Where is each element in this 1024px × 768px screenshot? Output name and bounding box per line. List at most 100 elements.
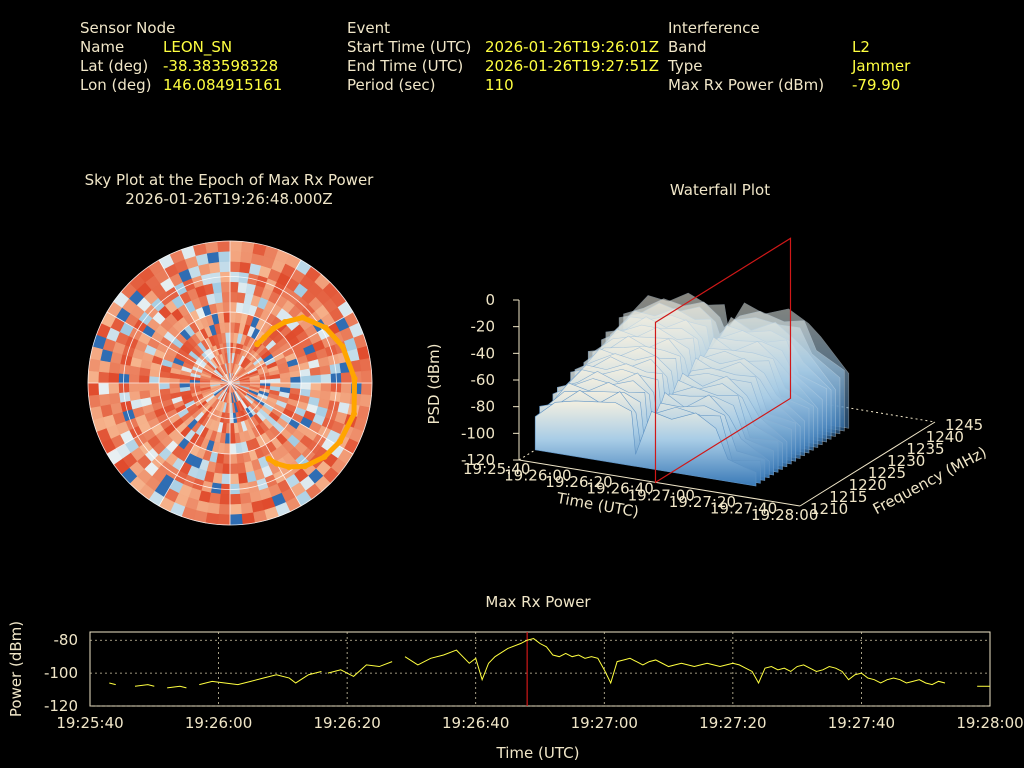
sky-cell xyxy=(340,382,353,394)
waterfall-plot-title: Waterfall Plot xyxy=(669,181,771,199)
power-series-line xyxy=(167,685,187,689)
sky-cell xyxy=(204,512,219,525)
waterfall-surface xyxy=(534,292,850,487)
waterfall-y-tick-label: 1220 xyxy=(849,476,887,494)
sky-cell xyxy=(359,394,372,409)
waterfall-y-tick-label: 1230 xyxy=(887,452,925,470)
power-series-line xyxy=(404,638,946,686)
power-series-line xyxy=(199,670,322,686)
sky-track-point xyxy=(261,334,268,341)
event-heading: Event xyxy=(347,19,390,37)
power-series-line xyxy=(134,684,155,687)
power-y-axis-label: Power (dBm) xyxy=(7,621,25,717)
waterfall-epoch-plane xyxy=(654,237,792,484)
sky-cell xyxy=(300,375,312,384)
sky-cell xyxy=(222,453,231,465)
waterfall-y-tick-label: 1245 xyxy=(945,416,983,434)
sky-plot-title: Sky Plot at the Epoch of Max Rx Power xyxy=(84,171,374,189)
sky-cell xyxy=(229,291,239,303)
interference-maxpower-label: Max Rx Power (dBm) xyxy=(668,76,825,94)
sky-spoke xyxy=(106,311,231,384)
sky-cell xyxy=(290,376,302,384)
sensor-lat-label: Lat (deg) xyxy=(80,57,149,75)
sky-cell xyxy=(217,514,231,526)
sky-spoke xyxy=(229,382,302,507)
sky-cell xyxy=(361,370,373,384)
sky-cell xyxy=(300,382,312,391)
sky-cell xyxy=(310,382,322,392)
sky-cell xyxy=(229,250,242,263)
sky-cell xyxy=(213,291,224,304)
waterfall-time-axis xyxy=(518,459,801,507)
sky-cell xyxy=(178,382,190,388)
sky-cell xyxy=(240,502,254,515)
sky-cell xyxy=(148,382,160,391)
sky-cell xyxy=(88,357,101,372)
sky-cell xyxy=(340,372,353,384)
waterfall-x-tick-label: 19:27:20 xyxy=(669,493,736,511)
sky-spoke xyxy=(158,382,231,507)
sky-track-point xyxy=(322,324,329,331)
waterfall-x-tick-label: 19:26:00 xyxy=(504,467,571,485)
power-x-tick-label: 19:27:00 xyxy=(571,714,638,732)
power-y-tick-label: -120 xyxy=(44,697,78,715)
waterfall-y-tick-label: 1235 xyxy=(906,440,944,458)
interference-band-value: L2 xyxy=(852,38,870,56)
sky-cell xyxy=(108,392,121,405)
sky-cell xyxy=(107,382,120,394)
sky-cell xyxy=(236,462,247,475)
event-start-value: 2026-01-26T19:26:01Z xyxy=(485,38,659,56)
power-x-tick-label: 19:27:20 xyxy=(699,714,766,732)
waterfall-y-tick-label: 1210 xyxy=(810,500,848,518)
sky-track-point xyxy=(285,464,292,471)
sky-cell xyxy=(310,374,322,384)
sky-cell xyxy=(241,512,256,525)
power-x-tick-label: 19:26:40 xyxy=(442,714,509,732)
sky-cell xyxy=(359,357,372,372)
sky-cell xyxy=(206,502,220,515)
sky-cell xyxy=(229,260,241,273)
event-period-label: Period (sec) xyxy=(347,76,436,94)
sky-cell xyxy=(240,251,254,264)
sky-cell xyxy=(361,382,373,396)
sky-cell xyxy=(223,311,231,323)
event-period-value: 110 xyxy=(485,76,514,94)
sky-cell xyxy=(98,393,111,407)
sky-cell xyxy=(168,382,180,389)
sky-cell xyxy=(229,240,243,252)
sky-cell xyxy=(241,241,256,254)
sensor-lon-value: 146.084915161 xyxy=(163,76,283,94)
waterfall-x-tick-label: 19:27:40 xyxy=(710,499,777,517)
sky-cell xyxy=(235,452,245,465)
sky-cell xyxy=(270,378,282,384)
event-start-label: Start Time (UTC) xyxy=(347,38,472,56)
waterfall-y-tick-label: 1240 xyxy=(926,428,964,446)
sky-cell xyxy=(229,503,242,516)
power-y-tick-label: -80 xyxy=(54,631,79,649)
sky-spoke xyxy=(106,382,231,455)
sky-cell xyxy=(221,291,231,303)
sky-cell xyxy=(229,423,235,435)
sky-track-point xyxy=(299,314,306,321)
waterfall-y-tick-label: 1225 xyxy=(868,464,906,482)
sky-cell xyxy=(320,382,332,393)
sky-track-point xyxy=(270,325,277,332)
sky-cell xyxy=(280,377,292,384)
sky-track-point xyxy=(351,410,358,417)
sky-grid xyxy=(87,240,373,526)
sky-cell xyxy=(218,250,231,263)
sky-track-point xyxy=(254,341,261,348)
sky-cell xyxy=(229,473,240,485)
power-x-axis-label: Time (UTC) xyxy=(496,744,580,762)
sky-cell xyxy=(229,493,241,506)
sky-cell xyxy=(239,492,252,505)
sky-track-point xyxy=(301,463,308,470)
sensor-name-label: Name xyxy=(80,38,125,56)
sky-spoke xyxy=(229,382,354,455)
sky-cell xyxy=(222,301,231,313)
power-y-tick-label: -100 xyxy=(44,664,78,682)
waterfall-slice xyxy=(534,400,757,487)
sky-cell xyxy=(87,382,99,396)
sky-cell xyxy=(138,389,151,400)
waterfall-z-axis-label: PSD (dBm) xyxy=(425,343,443,424)
